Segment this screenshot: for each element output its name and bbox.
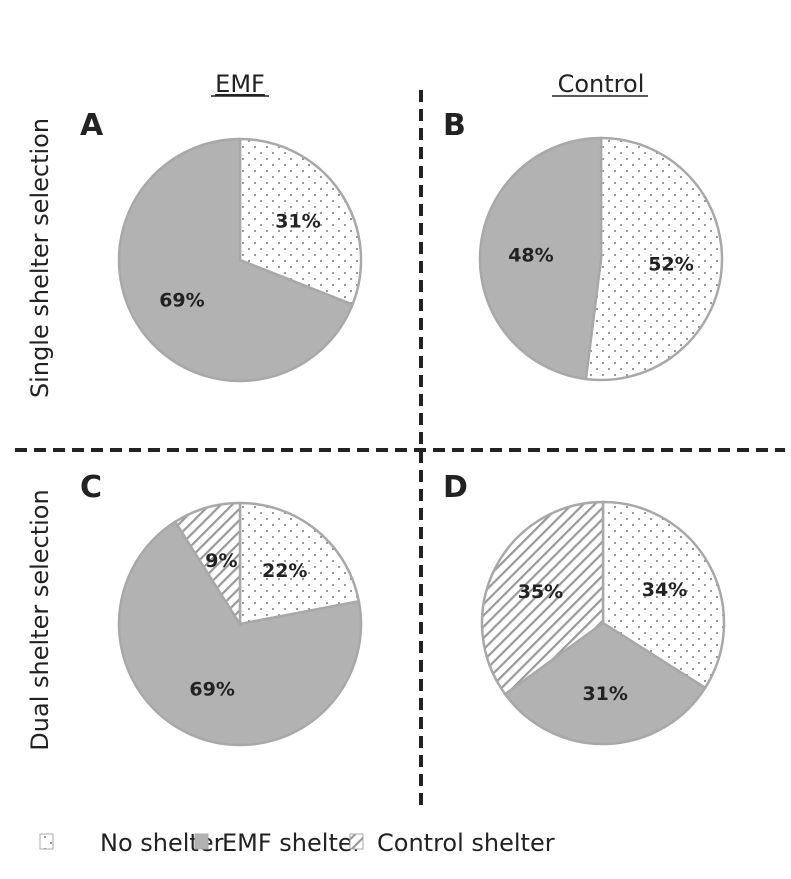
pie-slice-emf-shelter [478, 136, 603, 381]
column-header-control: Control [558, 70, 645, 98]
pie-slice-no-shelter [238, 501, 361, 626]
legend-label-control-shelter: Control shelter [377, 829, 555, 857]
row-header-dual: Dual shelter selection [26, 489, 54, 750]
slice-label: 22% [262, 560, 307, 582]
row-header-single: Single shelter selection [26, 118, 54, 398]
legend-swatch-emf-shelter [194, 833, 209, 850]
slice-label: 69% [189, 678, 234, 700]
slice-label: 48% [508, 245, 553, 267]
pie-slice-emf-shelter [117, 137, 355, 383]
legend: No shelter EMF shelter Control shelter [39, 829, 555, 857]
panel-letter-d: D [443, 470, 468, 505]
legend-swatch-no-shelter [39, 833, 54, 850]
slice-label: 34% [642, 579, 687, 601]
slice-label: 52% [648, 253, 693, 275]
pie-slice-emf-shelter [117, 520, 363, 747]
slice-label: 31% [582, 683, 627, 705]
column-header-emf: EMF [215, 70, 265, 98]
slice-label: 69% [159, 289, 204, 311]
panel-letter-b: B [443, 108, 466, 143]
pie-slice-emf-shelter [503, 621, 707, 746]
pie-slice-no-shelter [238, 137, 363, 307]
pie-slice-control-shelter [173, 501, 242, 629]
slice-label: 9% [205, 550, 237, 572]
pie-slice-no-shelter [584, 136, 724, 382]
slice-label: 31% [275, 211, 320, 233]
legend-label-emf-shelter: EMF shelter [222, 829, 363, 857]
legend-swatch-control-shelter [349, 833, 364, 850]
pie-slice-control-shelter [480, 500, 605, 696]
slice-label: 35% [518, 581, 563, 603]
panel-letter-a: A [80, 108, 104, 143]
panel-letter-c: C [80, 470, 102, 505]
